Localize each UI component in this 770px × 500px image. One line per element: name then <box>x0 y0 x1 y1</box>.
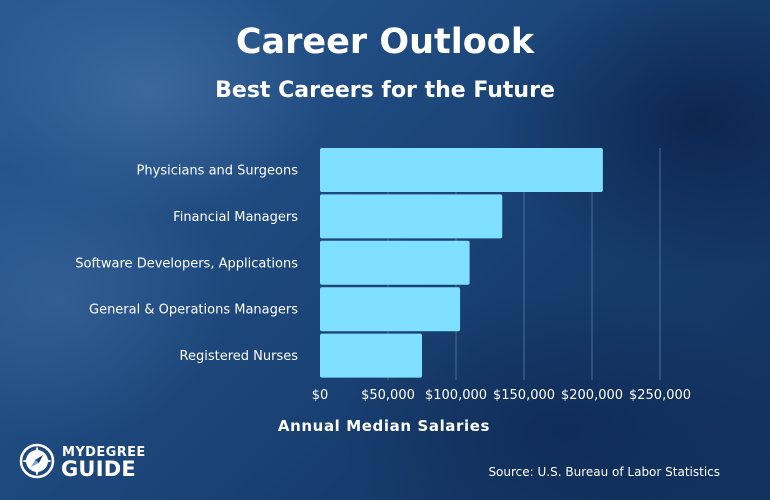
category-label: Financial Managers <box>173 210 298 225</box>
bars <box>320 148 603 378</box>
chart-title: Career Outlook <box>235 22 535 62</box>
x-tick-label: $150,000 <box>493 388 555 403</box>
category-label: Physicians and Surgeons <box>137 164 299 179</box>
x-tick-label: $100,000 <box>425 388 487 403</box>
category-label: Software Developers, Applications <box>75 256 298 271</box>
bar <box>320 333 422 378</box>
logo: MYDEGREE GUIDE <box>18 440 158 484</box>
bar <box>320 287 461 332</box>
logo-text-bottom: GUIDE <box>61 457 136 481</box>
category-label: General & Operations Managers <box>89 303 298 318</box>
bar <box>320 194 503 239</box>
bar <box>320 240 470 285</box>
x-axis-label: Annual Median Salaries <box>277 417 491 435</box>
x-tick-labels: $0 $50,000 $100,000 $150,000 $200,000 $250,00… <box>312 388 691 403</box>
x-tick-label: $50,000 <box>361 388 415 403</box>
category-labels: Physicians and Surgeons Financial Manager… <box>75 164 298 365</box>
category-label: Registered Nurses <box>180 349 299 364</box>
x-tick-label: $250,000 <box>629 388 691 403</box>
bar <box>320 148 603 192</box>
source-note: Source: U.S. Bureau of Labor Statistics <box>488 465 720 479</box>
x-tick-label: $200,000 <box>561 388 623 403</box>
logo-text-top: MYDEGREE <box>62 445 146 460</box>
x-tick-label: $0 <box>312 388 329 403</box>
compass-icon <box>19 443 55 479</box>
chart-subtitle: Best Careers for the Future <box>215 78 555 103</box>
